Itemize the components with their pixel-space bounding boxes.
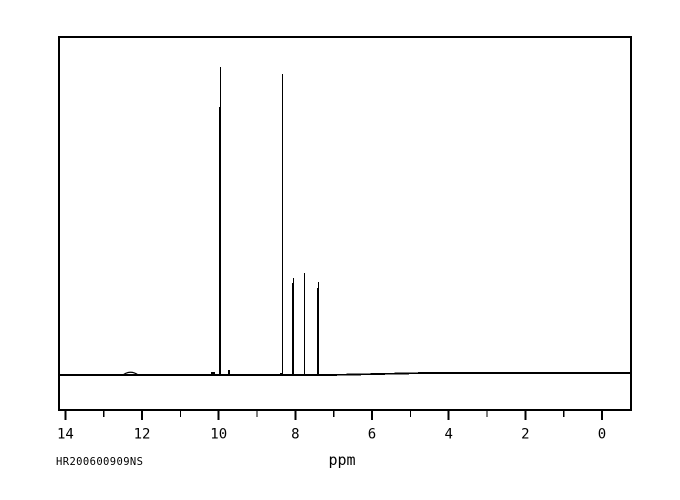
nmr-peak bbox=[293, 278, 294, 376]
x-axis-tick-label: 12 bbox=[134, 427, 151, 443]
x-axis-tick-label: 6 bbox=[368, 427, 376, 443]
x-axis-tick-label: 4 bbox=[444, 427, 452, 443]
nmr-peak bbox=[211, 372, 215, 376]
broad-peak bbox=[122, 371, 139, 376]
spectrum-baseline bbox=[59, 372, 631, 376]
nmr-peak bbox=[304, 273, 305, 376]
x-axis-tick-label: 10 bbox=[210, 427, 227, 443]
x-axis-tick-label: 2 bbox=[521, 427, 529, 443]
nmr-peak bbox=[220, 67, 221, 376]
nmr-peak bbox=[282, 74, 283, 376]
nmr-peak bbox=[219, 107, 220, 376]
sample-id-label: HR200600909NS bbox=[56, 456, 144, 468]
x-axis-tick-label: 8 bbox=[291, 427, 299, 443]
x-axis-tick-label: 0 bbox=[598, 427, 606, 443]
nmr-peak bbox=[280, 373, 282, 376]
x-axis-tick-label: 14 bbox=[57, 427, 74, 443]
x-axis-unit-label: ppm bbox=[328, 451, 356, 469]
nmr-peak bbox=[318, 282, 319, 376]
nmr-peak bbox=[317, 288, 318, 376]
nmr-peak bbox=[228, 370, 230, 376]
nmr-peak bbox=[292, 283, 293, 376]
plot-border bbox=[58, 36, 632, 411]
